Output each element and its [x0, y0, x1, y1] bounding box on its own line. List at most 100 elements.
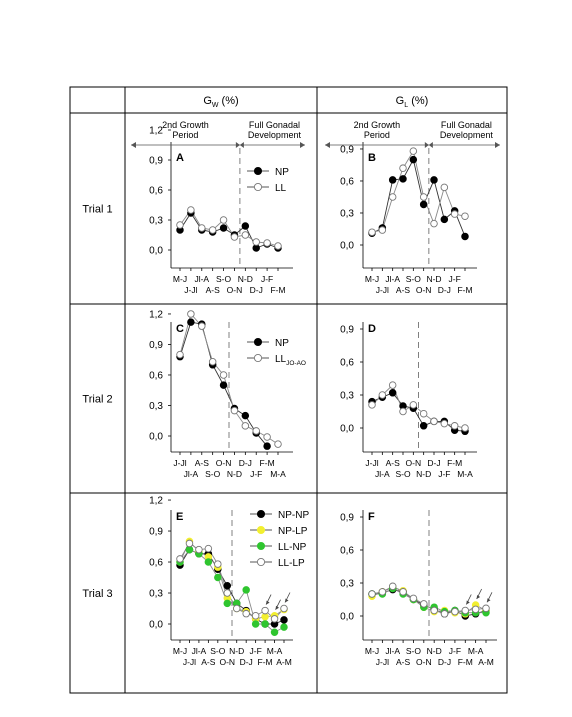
data-point-LL [430, 219, 438, 228]
x-tick-label: J-Jl [173, 458, 186, 468]
series-line-LL [371, 384, 466, 429]
x-tick-label: A-S [386, 458, 401, 468]
data-point-LL-LP [461, 606, 470, 615]
legend-label-LL: LLJO-AO [275, 354, 306, 367]
data-point-LL [187, 310, 195, 318]
highlight-arrow-head [275, 605, 280, 610]
data-point-LL [450, 422, 459, 430]
panel-D: 0,9 0,6 0,3 0,0 J-Jl A-S O-N D-J F-M Jl-A S-O N-D J-… [340, 322, 477, 479]
x-tick-label: M-J [173, 646, 187, 656]
highlight-arrow-head [266, 600, 270, 605]
data-point-NP [219, 381, 228, 389]
y-tick-label: 0,9 [340, 513, 354, 524]
y-tick-label: 0,0 [149, 246, 163, 257]
y-tick-label: 0,0 [340, 241, 354, 252]
x-tick-label: Jl-A [194, 274, 209, 284]
data-point-LL-NP [242, 586, 250, 594]
data-point-NP [440, 215, 449, 224]
header-gl-symbol: G [396, 95, 405, 107]
data-point-LL-LP [270, 615, 279, 623]
data-point-LL [409, 401, 418, 409]
data-point-LL-LP [399, 588, 407, 596]
data-point-NP [419, 200, 428, 209]
x-tick-label: D-J [240, 657, 253, 667]
data-point-LL-LP [420, 600, 428, 608]
x-tick-label: J-F [249, 646, 261, 656]
header-gw: GW (%) [203, 95, 238, 109]
data-point-NP [219, 224, 228, 232]
data-point-NP [430, 176, 438, 184]
arrow-head-mid [239, 142, 244, 148]
legend-label-NP-LP: NP-LP [278, 526, 308, 537]
series-line-LL [179, 313, 279, 445]
series-line-NP [179, 212, 279, 249]
data-point-LL [263, 433, 271, 441]
y-tick-label: 0,0 [340, 612, 354, 623]
y-tick-label: 0,0 [149, 432, 163, 443]
data-point-LL [419, 409, 428, 418]
arrow-head-right [495, 142, 500, 148]
panel-letter-B: B [368, 152, 376, 164]
x-tick-label: F-M [258, 657, 273, 667]
legend-label-NP-NP: NP-NP [278, 510, 309, 521]
highlight-arrow-head [466, 600, 470, 605]
x-tick-label: N-D [227, 469, 242, 479]
data-point-LL [440, 419, 449, 428]
data-point-LL [230, 233, 239, 241]
x-tick-label: S-O [210, 646, 226, 656]
x-tick-label: M-J [365, 646, 379, 656]
y-tick-label: 0,0 [340, 424, 354, 435]
data-point-LL-NP [270, 628, 279, 637]
y-tick-label: 0,6 [149, 558, 163, 569]
data-point-NP [187, 318, 195, 326]
data-point-LL [176, 350, 184, 359]
y-tick-label: 0,0 [149, 620, 163, 631]
data-point-LL-LP [368, 590, 376, 598]
table-border [69, 86, 508, 694]
data-point-NP [388, 389, 397, 397]
data-point-LL [252, 427, 260, 435]
x-tick-label: J-Jl [376, 285, 389, 295]
x-tick-label: Jl-A [184, 469, 199, 479]
data-point-LL [388, 381, 397, 389]
data-point-LL-LP [430, 606, 438, 615]
table-grid [69, 86, 508, 694]
x-tick-label: N-D [416, 469, 431, 479]
data-point-LL-NP [261, 620, 269, 628]
panel-F: 0,9 0,6 0,3 0,0 M-J Jl-A S-O N-D J-F M-A J-Jl A-S O-… [340, 510, 497, 667]
y-tick-label: 0,9 [340, 144, 354, 155]
data-point-LL-LP [440, 610, 449, 618]
panel-letter-E: E [176, 511, 183, 523]
panel-B: 0,9 0,6 0,3 0,0 M-J Jl-A S-O N-D J-F J-Jl A-S O-N D-… [325, 120, 500, 295]
x-tick-label: D-J [438, 657, 451, 667]
x-tick-label: D-J [427, 458, 440, 468]
arrow-head-mid [428, 142, 433, 148]
data-point-LL-LP [242, 609, 250, 618]
data-point-LL [198, 224, 206, 232]
data-point-LL-LP [214, 560, 222, 568]
y-tick-label: 0,6 [149, 370, 163, 381]
data-point-NP [419, 422, 428, 430]
y-tick-label: 0,9 [149, 156, 163, 167]
data-point-LL [176, 221, 184, 229]
data-point-LL [252, 238, 260, 246]
x-tick-label: J-F [449, 274, 461, 284]
y-tick-label: 0,9 [149, 340, 163, 351]
data-point-LL-LP [409, 594, 418, 603]
x-tick-label: N-D [238, 274, 253, 284]
data-point-LL-LP [471, 605, 480, 614]
data-point-NP [461, 232, 469, 241]
y-tick-label: 1,2 [149, 309, 163, 320]
data-point-LL-LP [232, 604, 241, 613]
x-tick-label: Jl-A [385, 274, 400, 284]
series-line-LL [179, 209, 279, 247]
x-tick-label: A-S [195, 458, 210, 468]
arrow-head-mid [235, 142, 240, 148]
data-point-NP-LP [261, 613, 269, 621]
series-line-NP [371, 158, 466, 237]
x-tick-label: O-N [406, 458, 422, 468]
x-tick-label: O-N [219, 657, 235, 667]
highlight-arrow-head [285, 598, 289, 603]
data-point-LL-LP [451, 607, 459, 616]
x-tick-label: J-F [449, 646, 461, 656]
